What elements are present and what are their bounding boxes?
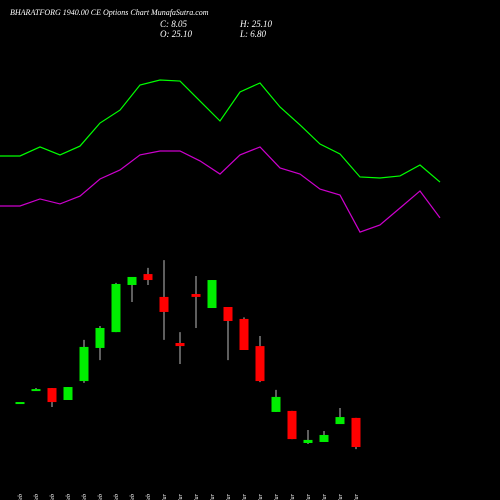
candle-body bbox=[127, 276, 137, 285]
candle-body bbox=[351, 417, 361, 448]
candle-body bbox=[223, 306, 233, 321]
candle-body bbox=[111, 283, 121, 333]
x-tick-label: 18 Feb bbox=[34, 494, 40, 500]
candle-body bbox=[47, 388, 57, 403]
candle-body bbox=[239, 318, 249, 350]
candle-body bbox=[15, 402, 25, 405]
candle-body bbox=[319, 434, 329, 442]
close-label: C: 8.05 bbox=[160, 19, 188, 29]
chart-title: BHARATFORG 1940.00 CE Options Chart Muna… bbox=[10, 8, 209, 17]
candle-body bbox=[31, 389, 41, 392]
candle-body bbox=[335, 417, 345, 425]
x-tick-label: 17 Mar bbox=[322, 493, 328, 500]
open-label: O: 25.10 bbox=[160, 29, 192, 39]
x-tick-label: 24 Feb bbox=[97, 494, 104, 500]
x-tick-label: 19 Feb bbox=[50, 494, 56, 500]
candle-body bbox=[303, 439, 313, 444]
candle-body bbox=[79, 346, 89, 382]
x-tick-label: 02 Mar bbox=[162, 493, 168, 500]
candle-body bbox=[191, 294, 201, 297]
x-tick-label: 11 Mar bbox=[258, 493, 264, 500]
x-tick-label: 05 Mar bbox=[194, 493, 200, 500]
x-tick-label: 27 Feb bbox=[146, 494, 152, 500]
indicator-line bbox=[0, 146, 441, 233]
candle-body bbox=[271, 396, 281, 412]
candle-body bbox=[95, 327, 105, 348]
x-tick-label: 12 Mar bbox=[274, 493, 280, 500]
candle-body bbox=[287, 410, 297, 440]
x-tick-label: 23 Feb bbox=[82, 494, 88, 500]
x-tick-label: 09 Mar bbox=[226, 493, 232, 500]
x-tick-label: 10 Mar bbox=[242, 493, 248, 500]
x-tick-label: 16 Mar bbox=[306, 493, 312, 500]
x-tick-label: 20 Feb bbox=[66, 494, 72, 500]
candle-body bbox=[159, 296, 169, 312]
candle-body bbox=[175, 343, 185, 347]
candle-body bbox=[63, 387, 73, 400]
candle-body bbox=[255, 346, 265, 382]
x-tick-label: 13 Mar bbox=[290, 493, 296, 500]
x-tick-label: 18 Mar bbox=[338, 493, 344, 500]
x-tick-label: 19 Mar bbox=[354, 493, 360, 500]
indicator-line bbox=[0, 79, 441, 183]
x-tick-label: 06 Mar bbox=[210, 493, 216, 500]
candle-body bbox=[207, 280, 217, 309]
low-label: L: 6.80 bbox=[239, 29, 267, 39]
x-tick-label: 26 Feb bbox=[130, 494, 136, 500]
x-tick-label: 04 Mar bbox=[177, 493, 184, 500]
high-label: H: 25.10 bbox=[239, 19, 272, 29]
x-tick-label: 25 Feb bbox=[114, 494, 120, 500]
x-tick-label: 16 Feb bbox=[18, 494, 24, 500]
candle-body bbox=[143, 274, 153, 281]
